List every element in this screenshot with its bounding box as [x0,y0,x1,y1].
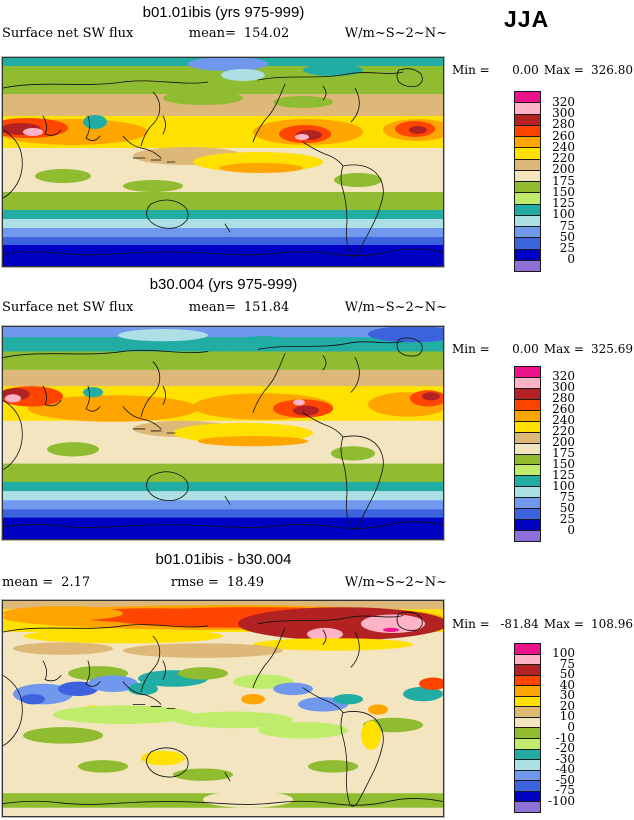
colorbar-tick-label: 200 [552,435,575,450]
colorbar-tick-label: 240 [552,413,575,428]
colorbar-tick-label: 75 [559,489,575,504]
colorbar-tick-label: 125 [552,196,575,210]
colorbar-tick-label: 175 [552,173,575,188]
colorbar-tick-label: -75 [555,783,575,798]
colorbar-tick-label: 300 [552,106,575,120]
colorbar-tick-label: 40 [559,677,575,692]
colorbar-tick-label: 175 [552,446,575,461]
colorbar-tick-label: -40 [555,762,575,777]
map-panel2 [1,325,445,541]
colorbar-tick-label: 100 [552,478,575,493]
panel2-title: b30.004 (yrs 975-999) [149,276,298,293]
colorbar-tick-label: 260 [552,402,575,417]
colorbar-tick-label: 100 [552,207,575,222]
panel1-min-value: 0.00 [512,63,539,77]
colorbar-tick-label: 75 [559,656,575,671]
colorbar-tick-label: -30 [555,751,575,766]
colorbar-tick-label: 320 [552,369,575,384]
map-panel3 [1,599,445,818]
panel3-header: mean = 2.17 rmse = 18.49 W/m~S~2~N~ [2,575,447,590]
panel3-max-value: 108.96 [591,617,633,631]
panel3-mean-label: mean = [2,575,54,590]
colorbar-tick-label: 20 [559,698,575,713]
colorbar-tick-label: 10 [559,709,575,724]
map-panel2-svg [3,327,443,539]
panel2-variable-label: Surface net SW flux [2,300,134,315]
panel1-max-value: 326.80 [591,63,633,77]
panel3-colorbar: 100 75 50 40 30 20 10 0 -10 -20 -30 -40 -50 -75 -100 [514,643,584,813]
colorbar-tick-label: 50 [559,667,575,682]
colorbar-tick-label: 320 [552,94,575,109]
panel1-title: b01.01ibis (yrs 975-999) [142,4,305,21]
colorbar-tick-label: 0 [567,522,575,537]
colorbar-tick-label: 220 [552,424,575,439]
colorbar-tick-label: 25 [559,241,575,255]
panel1-colorbar: 320 300 280 260 240 220 200 175 150 125 100 75 50 25 0 [514,91,584,272]
colorbar-tick-label: 100 [552,646,575,661]
panel3-max-label: Max = [543,617,584,631]
map-panel1 [1,56,445,268]
panel1-mean-label: mean= [188,26,236,41]
panel3-rmse-value: 18.49 [226,575,265,590]
colorbar-tick-label: 30 [559,688,575,703]
panel3-units: W/m~S~2~N~ [344,575,447,590]
panel3-min-label: Min = [452,617,490,631]
panel2-colorbar: 320 300 280 260 240 220 200 175 150 125 100 75 50 25 0 [514,366,584,543]
colorbar-tick-label: 200 [552,162,575,177]
colorbar-tick-label: 280 [552,391,575,406]
panel3-minmax: Min = -81.84 Max = 108.96 [452,617,633,631]
colorbar-tick-label: -20 [555,741,575,756]
colorbar-tick-label: 260 [552,128,575,143]
panel2-mean: mean= 151.84 [189,300,290,315]
colorbar-cell [514,801,541,813]
panel1-min-label: Min = [452,63,490,77]
panel2-mean-value: 151.84 [243,300,290,315]
colorbar-tick-label: 150 [552,456,575,471]
colorbar-tick-label: 25 [559,511,575,526]
colorbar-tick-label: -10 [555,730,575,745]
panel2-min-value: 0.00 [512,342,539,356]
panel3-mean-value: 2.17 [61,575,91,590]
panel3-rmse-label: rmse = [170,575,219,590]
panel3-mean: mean = 2.17 [2,575,90,590]
panel1-max-label: Max = [543,63,584,77]
panel2-header: Surface net SW flux mean= 151.84 W/m~S~2~… [2,300,447,315]
colorbar-tick-label: 150 [552,184,575,199]
panel2-max-label: Max = [543,342,584,356]
colorbar-tick-label: -100 [548,793,575,808]
panel3-title: b01.01ibis - b30.004 [155,551,292,568]
colorbar-tick-label: 300 [552,380,575,395]
season-label: JJA [504,6,550,32]
panel2-units: W/m~S~2~N~ [344,300,447,315]
colorbar-tick-label: 0 [567,719,575,734]
panel1-mean-value: 154.02 [243,26,290,41]
colorbar-tick-label: 0 [567,252,575,267]
panel1-header: Surface net SW flux mean= 154.02 W/m~S~2~… [2,26,447,41]
panel2-minmax: Min = 0.00 Max = 325.69 [452,342,633,356]
colorbar-tick-label: -50 [555,772,575,787]
colorbar-tick-label: 125 [552,467,575,482]
colorbar-tick-label: 50 [559,229,575,244]
panel1-mean: mean= 154.02 [189,26,290,41]
colorbar-cell [514,259,541,272]
panel1-variable-label: Surface net SW flux [2,26,134,41]
map-panel3-svg [3,601,443,816]
panel3-rmse: rmse = 18.49 [171,575,264,590]
panel2-max-value: 325.69 [591,342,633,356]
panel2-min-label: Min = [452,342,490,356]
colorbar-cell [514,530,541,543]
panel3-min-value: -81.84 [500,617,539,631]
colorbar-tick-label: 75 [559,218,575,233]
panel2-mean-label: mean= [188,300,236,315]
colorbar-tick-label: 220 [552,151,575,165]
colorbar-tick-label: 280 [552,117,575,132]
panel1-units: W/m~S~2~N~ [344,26,447,41]
colorbar-tick-label: 240 [552,139,575,154]
colorbar-tick-label: 50 [559,500,575,515]
panel1-minmax: Min = 0.00 Max = 326.80 [452,63,633,77]
map-panel1-svg [3,58,443,266]
